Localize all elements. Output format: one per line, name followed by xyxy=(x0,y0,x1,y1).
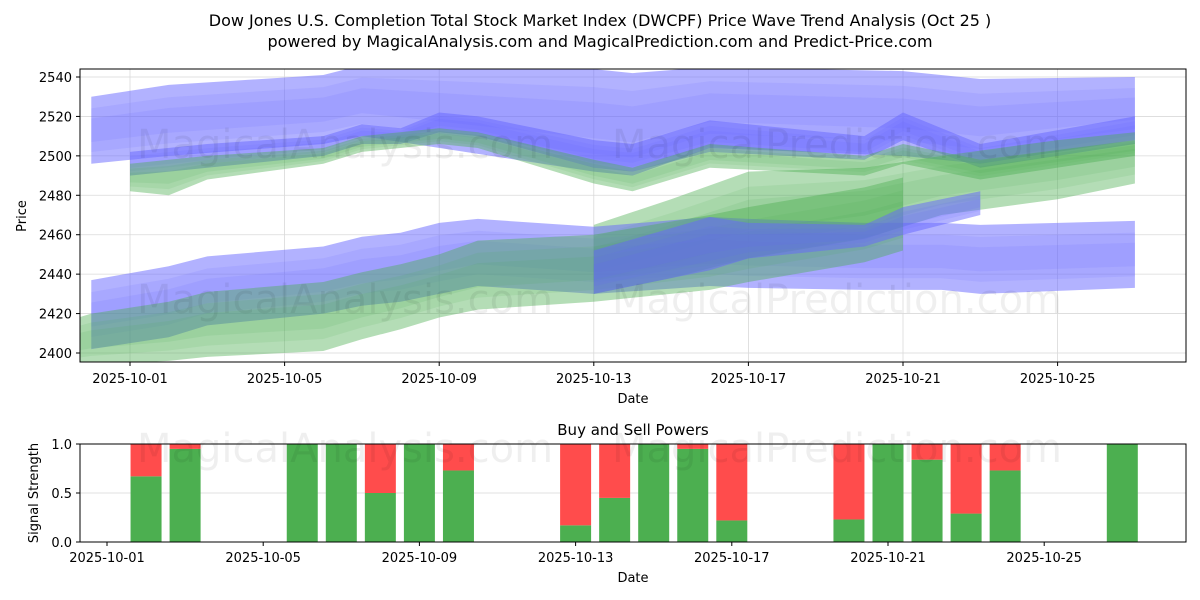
upper-green-band xyxy=(130,128,1135,196)
signal-x-axis-label: Date xyxy=(617,571,648,586)
signal-x-ticks: 2025-10-01 2025-10-05 2025-10-09 2025-10-13… xyxy=(69,542,1082,566)
price-y-tick-label: 2400 xyxy=(39,347,72,362)
sell-bar xyxy=(364,444,396,493)
price-y-tick-label: 2480 xyxy=(39,189,72,204)
buy-bar xyxy=(911,459,943,542)
price-y-tick-label: 2420 xyxy=(39,308,72,323)
bridging-blue-band-inner-wave xyxy=(593,195,981,287)
price-y-tick-label: 2540 xyxy=(39,71,72,86)
sell-bar xyxy=(950,444,982,514)
buy-bar xyxy=(833,519,865,542)
buy-bar xyxy=(560,525,592,542)
buy-bar xyxy=(325,444,357,542)
signal-y-ticks: 0.0 0.5 1.0 xyxy=(51,438,80,551)
upper-wide-blue-band-inner-wave xyxy=(91,88,1135,143)
buy-bar xyxy=(716,520,748,542)
bridging-blue-band xyxy=(593,191,981,294)
price-x-axis-label: Date xyxy=(617,392,648,407)
watermark-sub-right: MagicalPrediction.com xyxy=(612,426,1062,472)
price-y-axis-label: Price xyxy=(15,200,30,232)
signal-y-tick-label: 0.5 xyxy=(51,487,72,502)
buy-bar xyxy=(442,470,474,542)
signal-bars xyxy=(130,444,1138,542)
price-x-tick-label: 2025-10-01 xyxy=(92,372,168,387)
sell-bar xyxy=(560,444,592,526)
signal-x-tick-label: 2025-10-01 xyxy=(69,551,145,566)
watermark-right: MagicalPrediction.com xyxy=(612,122,1062,168)
signal-x-tick-label: 2025-10-17 xyxy=(694,551,770,566)
sell-bar xyxy=(911,444,943,460)
price-x-tick-label: 2025-10-13 xyxy=(556,372,632,387)
signal-x-tick-label: 2025-10-21 xyxy=(850,551,926,566)
price-chart: MagicalAnalysis.com MagicalPrediction.co… xyxy=(15,68,1187,407)
price-x-tick-label: 2025-10-17 xyxy=(711,372,787,387)
chart-title-line1: Dow Jones U.S. Completion Total Stock Ma… xyxy=(209,11,992,30)
buy-bar xyxy=(599,497,631,542)
buy-bar xyxy=(364,493,396,542)
signal-x-tick-label: 2025-10-09 xyxy=(382,551,458,566)
buy-bar xyxy=(950,513,982,542)
buy-bar xyxy=(872,444,904,542)
price-x-tick-label: 2025-10-25 xyxy=(1020,372,1096,387)
buy-bar xyxy=(286,444,318,542)
sell-bar xyxy=(716,444,748,521)
price-axes-frame xyxy=(79,68,1187,363)
signal-x-tick-label: 2025-10-05 xyxy=(225,551,301,566)
watermark-left-lower: MagicalAnalysis.com xyxy=(137,277,553,323)
price-bands xyxy=(80,69,1135,362)
sell-bar xyxy=(989,444,1021,471)
sell-bar xyxy=(169,444,201,449)
price-y-tick-label: 2440 xyxy=(39,268,72,283)
buy-bar xyxy=(638,444,670,542)
sell-bar xyxy=(833,444,865,520)
sell-bar xyxy=(130,444,162,477)
sell-bar xyxy=(677,444,709,449)
upper-blue-core-band-inner-wave xyxy=(130,115,1135,172)
sell-bar xyxy=(442,444,474,471)
signal-y-axis-label: Signal Strength xyxy=(27,443,42,543)
buy-bar xyxy=(677,448,709,542)
chart-title-line2: powered by MagicalAnalysis.com and Magic… xyxy=(267,32,932,51)
mid-green-trend-band-inner-wave xyxy=(593,148,1135,272)
upper-blue-core-band xyxy=(130,112,1135,176)
upper-green-band-inner-wave xyxy=(130,131,1135,190)
lower-blue-band-inner-wave xyxy=(91,239,1135,327)
signal-x-tick-label: 2025-10-13 xyxy=(538,551,614,566)
price-y-tick-label: 2460 xyxy=(39,229,72,244)
watermark-left: MagicalAnalysis.com xyxy=(137,122,553,168)
signal-x-tick-label: 2025-10-25 xyxy=(1006,551,1082,566)
price-y-ticks: 2400 2420 2440 2460 2480 2500 2520 2540 xyxy=(39,71,80,362)
signal-y-tick-label: 0.0 xyxy=(51,536,72,551)
price-y-tick-label: 2520 xyxy=(39,110,72,125)
lower-blue-band-inner-wave xyxy=(91,229,1135,337)
price-y-tick-label: 2500 xyxy=(39,150,72,165)
bridging-blue-band-inner-wave xyxy=(593,199,981,280)
price-x-tick-label: 2025-10-09 xyxy=(401,372,477,387)
signal-y-tick-label: 1.0 xyxy=(51,438,72,453)
price-x-tick-label: 2025-10-05 xyxy=(247,372,323,387)
watermark-right-lower: MagicalPrediction.com xyxy=(612,277,1062,323)
sell-bar xyxy=(599,444,631,498)
price-x-tick-label: 2025-10-21 xyxy=(865,372,941,387)
buy-bar xyxy=(130,476,162,542)
buy-bar xyxy=(1106,444,1138,542)
upper-green-band-inner-wave xyxy=(130,133,1135,184)
buy-sell-chart: Buy and Sell Powers MagicalAnalysis.com … xyxy=(27,421,1187,586)
upper-blue-core-band-inner-wave xyxy=(130,118,1135,168)
lower-green-band-inner-wave xyxy=(80,201,903,351)
price-x-ticks: 2025-10-01 2025-10-05 2025-10-09 2025-10-13… xyxy=(92,362,1095,387)
buy-bar xyxy=(169,448,201,542)
buy-bar xyxy=(989,470,1021,542)
buy-bar xyxy=(403,444,435,542)
buy-sell-title: Buy and Sell Powers xyxy=(557,421,709,439)
watermark-sub-left: MagicalAnalysis.com xyxy=(137,426,553,472)
